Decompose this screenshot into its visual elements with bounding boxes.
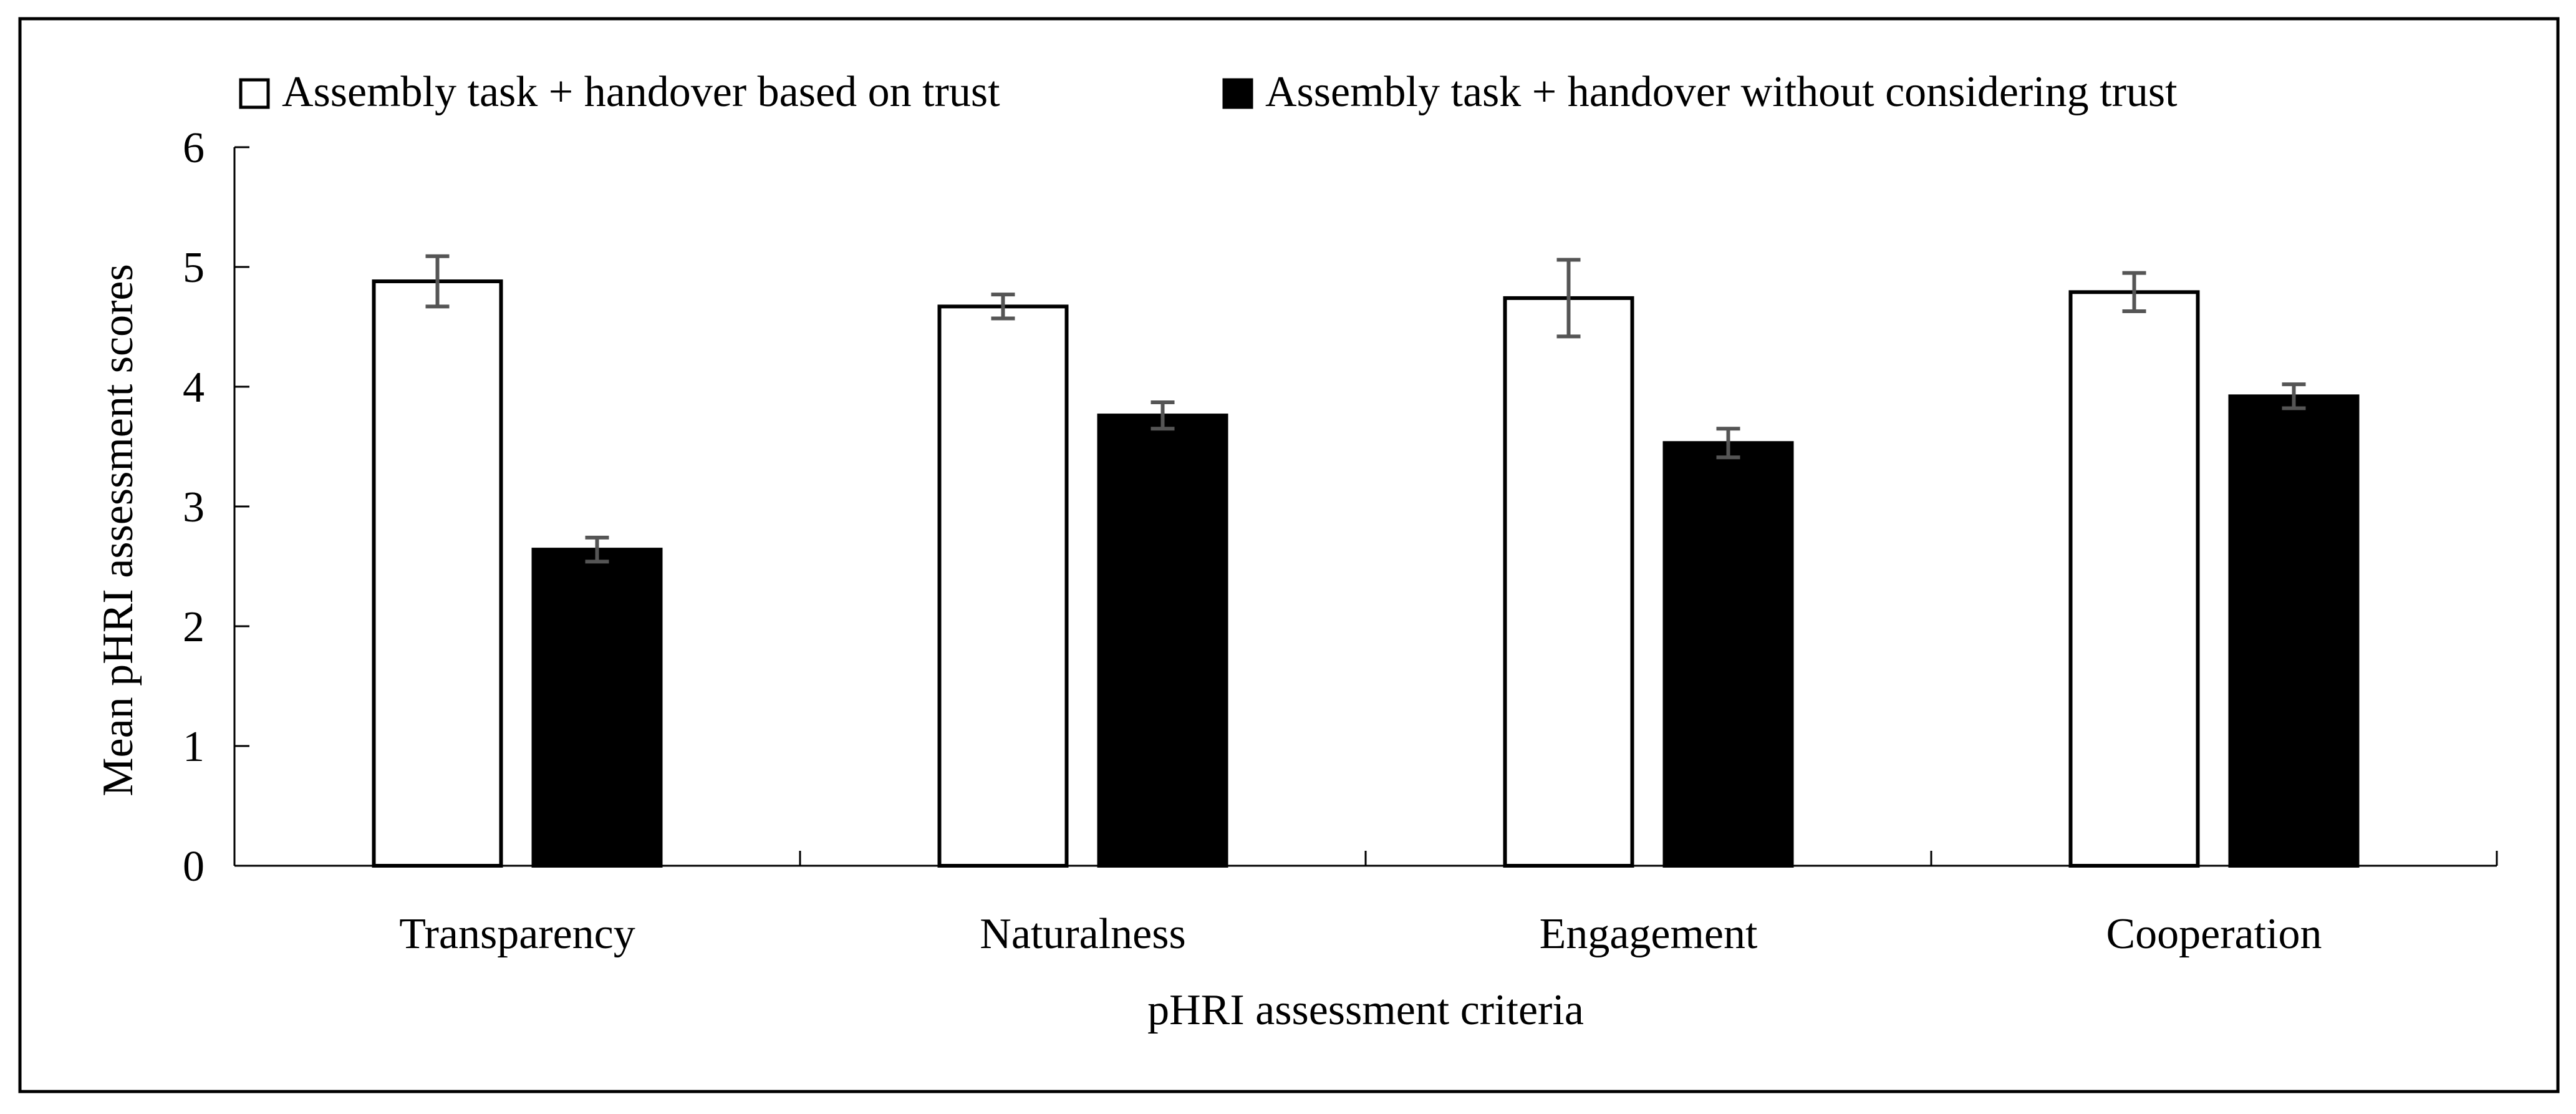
y-tick-label: 0 (183, 843, 205, 891)
y-tick-label: 3 (183, 483, 205, 531)
bar (1662, 441, 1794, 868)
legend: Assembly task + handover based on trust … (239, 68, 2178, 116)
bar (2068, 290, 2200, 868)
legend-swatch-trust (239, 78, 270, 109)
x-tick-label: Transparency (399, 910, 635, 958)
y-tick-label: 1 (183, 723, 205, 771)
bar (1097, 414, 1228, 868)
x-tick-label: Engagement (1540, 910, 1758, 958)
bar (372, 279, 503, 868)
error-bars (425, 254, 2306, 564)
y-axis-label: Mean pHRI assessment scores (94, 264, 142, 796)
x-tick-label: Cooperation (2106, 910, 2322, 958)
x-axis: Transparency Naturalness Engagement Coopera… (234, 851, 2498, 958)
legend-label-no-trust: Assembly task + handover without conside… (1265, 68, 2178, 116)
bar (937, 304, 1069, 868)
x-tick-label: Naturalness (980, 910, 1185, 958)
y-tick-label: 4 (183, 364, 205, 412)
legend-label-trust: Assembly task + handover based on trust (282, 68, 1000, 116)
bar (531, 548, 663, 868)
bar (2228, 394, 2360, 868)
y-tick-label: 2 (183, 603, 205, 651)
y-tick-label: 6 (183, 124, 205, 172)
y-axis: 0 1 2 3 4 5 6 (183, 124, 249, 891)
legend-swatch-no-trust (1222, 78, 1253, 109)
bar (1503, 296, 1634, 868)
bars (372, 279, 2360, 868)
x-axis-label: pHRI assessment criteria (1147, 986, 1584, 1034)
y-tick-label: 5 (183, 244, 205, 292)
